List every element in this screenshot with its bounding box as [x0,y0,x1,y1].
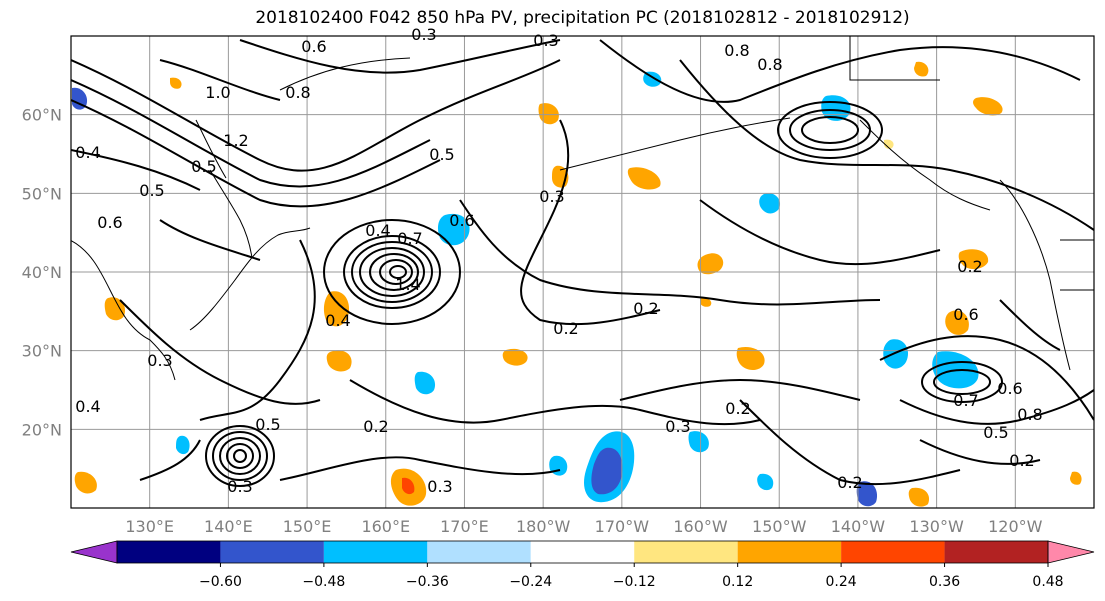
lon-tick-label: 170°E [440,517,489,536]
lat-tick-label: 40°N [22,263,62,282]
contour-label: 0.8 [724,41,749,60]
contour-label: 0.4 [75,143,100,162]
contour-label: 0.3 [533,31,558,50]
colorbar-segment [427,541,531,563]
contour-label: 0.4 [365,221,390,240]
contour-label: 0.6 [449,211,474,230]
colorbar-tick-label: 0.48 [1032,574,1063,590]
contour-label: 0.6 [301,37,326,56]
colorbar-tick-label: 0.24 [826,574,857,590]
colorbar-tick-label: 0.12 [722,574,753,590]
contour-label: 0.8 [285,83,310,102]
contour-label: 1.2 [223,131,248,150]
contour-label: 0.5 [191,157,216,176]
lat-tick-label: 60°N [22,106,62,125]
contour-label: 0.5 [983,423,1008,442]
contour-label: 1.4 [395,275,420,294]
colorbar-tick-label: −0.24 [509,574,552,590]
contour-label: 0.5 [255,415,280,434]
contour-label: 0.2 [957,257,982,276]
contour-label: 0.2 [633,299,658,318]
lon-tick-label: 120°W [988,517,1043,536]
lon-tick-label: 150°E [283,517,332,536]
colorbar-segment [530,541,635,563]
lon-tick-label: 180°W [516,517,571,536]
contour-label: 0.7 [953,391,978,410]
contour-label: 0.3 [411,25,436,44]
contour-label: 0.8 [1017,405,1042,424]
contour-label: 0.8 [757,55,782,74]
contour-label: 0.2 [1009,451,1034,470]
colorbar-segment [117,541,221,563]
colorbar-extend-right [1047,540,1095,564]
contour-label: 0.4 [325,311,350,330]
lon-tick-label: 170°W [595,517,650,536]
lat-tick-label: 20°N [22,420,62,439]
colorbar-extend-left [70,540,118,564]
colorbar-tick-label: 0.36 [929,574,960,590]
colorbar-segment [220,541,324,563]
colorbar-segment [634,541,738,563]
contour-label: 0.3 [665,417,690,436]
lat-tick-label: 30°N [22,342,62,361]
lon-tick-label: 150°W [752,517,807,536]
colorbar: −0.60 −0.48 −0.36 −0.24 −0.12 0.12 0.24 0.36 0.4… [70,540,1095,590]
lat-tick-label: 50°N [22,184,62,203]
contour-label: 0.3 [539,187,564,206]
contour-label: 0.3 [227,477,252,496]
lon-tick-labels: 130°E 140°E 150°E 160°E 170°E 180°W 170°W 160°W… [125,517,1042,536]
contour-label: 0.2 [363,417,388,436]
contour-label: 0.5 [139,181,164,200]
colorbar-segment [944,541,1048,563]
contour-label: 0.5 [429,145,454,164]
lon-tick-label: 130°W [909,517,964,536]
contour-label: 0.3 [427,477,452,496]
lon-tick-label: 160°W [673,517,728,536]
contour-label: 0.7 [397,229,422,248]
contour-label: 0.3 [147,351,172,370]
pv-contours [71,39,1094,487]
contour-label: 0.6 [97,213,122,232]
colorbar-segment [323,541,428,563]
lon-tick-label: 140°E [204,517,253,536]
contour-label: 0.6 [953,305,978,324]
colorbar-tick-label: −0.60 [199,574,242,590]
lon-tick-label: 160°E [361,517,410,536]
colorbar-tick-label: −0.12 [613,574,656,590]
colorbar-tick-label: −0.36 [406,574,449,590]
colorbar-tick-label: −0.48 [302,574,345,590]
colorbar-segment [841,541,945,563]
lon-tick-label: 140°W [831,517,886,536]
contour-label: 1.0 [205,83,230,102]
graticule [71,36,1094,508]
contour-label: 0.2 [553,319,578,338]
colorbar-segment [737,541,842,563]
contour-label: 0.6 [997,379,1022,398]
lat-tick-labels: 20°N 30°N 40°N 50°N 60°N [22,106,62,440]
map-title: 2018102400 F042 850 hPa PV, precipitatio… [255,8,910,28]
lon-tick-label: 130°E [125,517,174,536]
contour-label: 0.2 [725,399,750,418]
contour-label: 0.4 [75,397,100,416]
map-border [70,35,1095,509]
contour-label: 0.2 [837,473,862,492]
